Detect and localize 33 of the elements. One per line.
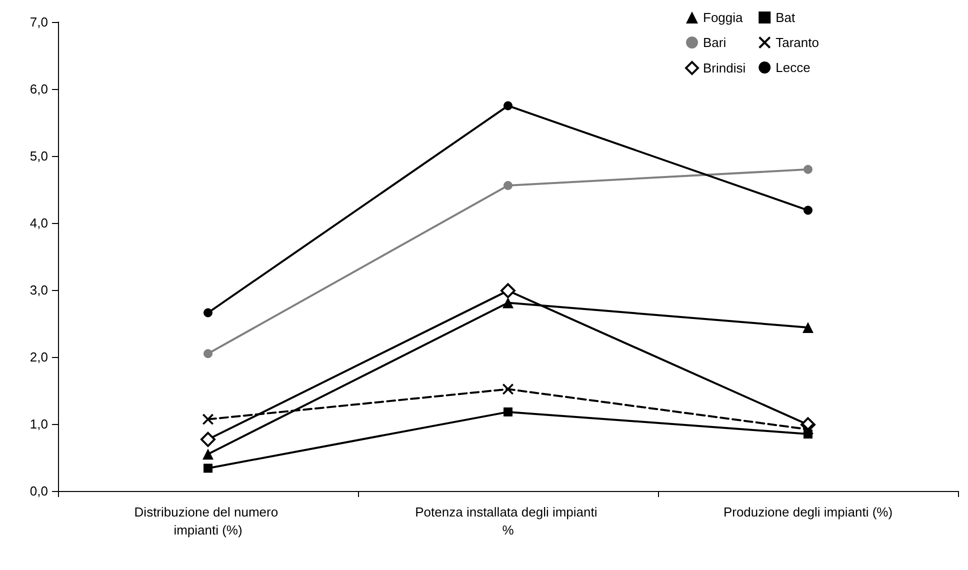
point (502, 297, 514, 308)
legend-label: Bat (776, 10, 796, 25)
point (500, 283, 516, 298)
point (204, 349, 212, 358)
point (804, 206, 812, 215)
x-tick-label: Produzione degli impianti (%) (723, 504, 893, 520)
point (204, 464, 212, 473)
point (204, 308, 212, 318)
y-tick-label: 1,0 (30, 416, 48, 432)
point (802, 424, 814, 435)
point (202, 414, 214, 425)
point (200, 432, 216, 447)
y-tick-label: 7,0 (30, 14, 48, 30)
point (504, 180, 512, 190)
legend-label: Taranto (776, 35, 819, 50)
legend-label: Brindisi (703, 60, 746, 76)
y-tick-label: 0,0 (30, 484, 48, 498)
y-tick-label: 5,0 (30, 148, 48, 164)
y-tick-label: 4,0 (30, 216, 48, 230)
point (504, 101, 512, 110)
x-tick-label: Distribuzione del numero impianti (%) (134, 504, 282, 538)
legend-label: Lecce (776, 60, 810, 75)
legend-label: Foggia (703, 10, 744, 25)
point (202, 448, 214, 460)
point (804, 164, 812, 174)
legend-label: Bari (703, 35, 726, 50)
point (504, 407, 512, 416)
point (802, 322, 814, 334)
y-tick-label: 6,0 (30, 82, 48, 96)
x-tick-label: Potenza installata degli impianti % (415, 504, 601, 538)
y-tick-label: 3,0 (30, 282, 48, 298)
point (502, 384, 514, 395)
y-tick-label: 2,0 (30, 350, 48, 364)
